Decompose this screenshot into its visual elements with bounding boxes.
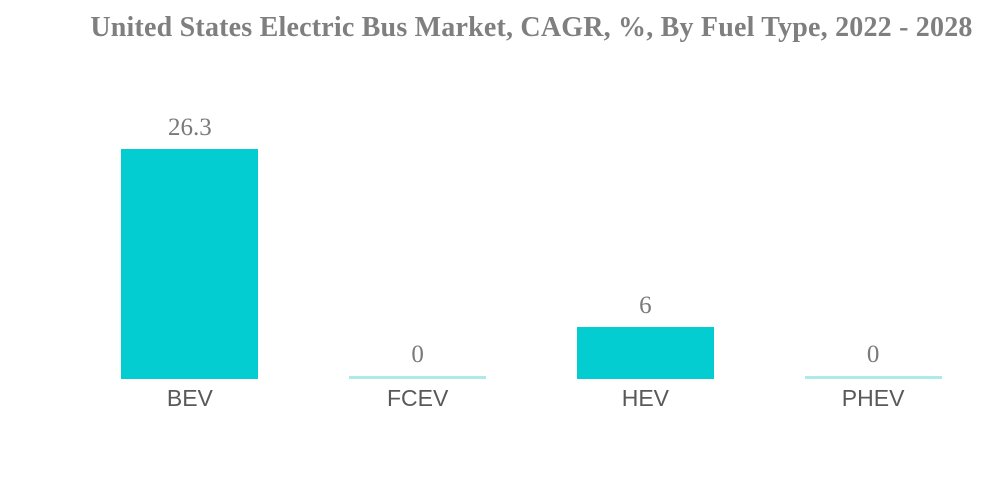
- category-label-bev: BEV: [166, 385, 213, 411]
- category-label-phev: PHEV: [841, 385, 905, 411]
- value-label-hev: 6: [639, 291, 652, 319]
- bar-fcev: [349, 376, 487, 379]
- bar-column-phev: 0: [759, 0, 987, 379]
- value-label-fcev: 0: [411, 341, 424, 368]
- bar-column-fcev: 0: [304, 0, 532, 379]
- category-label-fcev: FCEV: [386, 385, 449, 411]
- category-label-hev: HEV: [621, 385, 670, 411]
- plot-area: 26.3 0 6 0: [76, 0, 987, 379]
- value-label-phev: 0: [866, 341, 880, 368]
- bar-column-hev: 6: [532, 0, 760, 379]
- bar-bev: [121, 149, 259, 379]
- chart-title: United States Electric Bus Market, CAGR,…: [90, 12, 973, 43]
- value-label-bev: 26.3: [168, 114, 212, 141]
- bar-phev: [804, 376, 942, 379]
- bar-hev: [576, 326, 714, 379]
- category-axis: BEV FCEV HEV PHEV: [76, 385, 987, 411]
- bar-column-bev: 26.3: [76, 0, 304, 379]
